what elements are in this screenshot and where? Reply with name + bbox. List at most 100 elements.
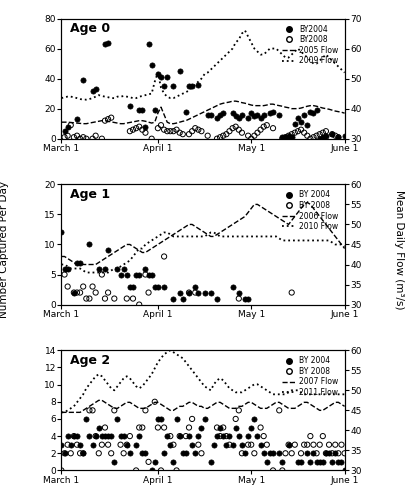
- Point: [232, 122, 239, 130]
- Point: [155, 282, 161, 290]
- Point: [102, 264, 108, 272]
- Point: [61, 127, 68, 135]
- Point: [270, 450, 276, 458]
- Point: [232, 415, 239, 423]
- Point: [254, 110, 261, 118]
- Point: [80, 450, 86, 458]
- Point: [142, 450, 149, 458]
- Point: [282, 133, 289, 141]
- Point: [195, 288, 202, 296]
- Point: [80, 133, 86, 141]
- Point: [279, 466, 286, 474]
- Point: [161, 282, 167, 290]
- Point: [260, 432, 267, 440]
- Point: [257, 126, 264, 134]
- Point: [214, 114, 220, 122]
- Point: [64, 282, 71, 290]
- Point: [80, 282, 86, 290]
- Point: [310, 133, 317, 141]
- Point: [68, 121, 74, 129]
- Point: [301, 440, 307, 448]
- Point: [326, 450, 332, 458]
- Text: Age 1: Age 1: [70, 188, 110, 201]
- Point: [186, 82, 192, 90]
- Point: [61, 450, 68, 458]
- Point: [133, 466, 139, 474]
- Point: [74, 132, 80, 140]
- Point: [161, 82, 167, 90]
- Point: [236, 432, 242, 440]
- Point: [264, 121, 270, 129]
- Point: [148, 466, 155, 474]
- Point: [177, 288, 183, 296]
- Point: [217, 424, 224, 432]
- Point: [89, 134, 96, 142]
- Point: [242, 450, 248, 458]
- Text: Age 2: Age 2: [70, 354, 110, 367]
- Point: [161, 126, 167, 134]
- Point: [89, 86, 96, 94]
- Point: [192, 288, 198, 296]
- Point: [124, 440, 130, 448]
- Point: [198, 450, 205, 458]
- Point: [158, 415, 164, 423]
- Point: [74, 115, 80, 123]
- Point: [304, 440, 311, 448]
- Point: [139, 126, 145, 134]
- Point: [89, 282, 96, 290]
- Point: [239, 440, 245, 448]
- Point: [232, 424, 239, 432]
- Point: [145, 270, 152, 278]
- Point: [195, 440, 202, 448]
- Point: [266, 109, 273, 117]
- Point: [326, 440, 332, 448]
- Point: [74, 258, 80, 266]
- Point: [254, 432, 261, 440]
- Point: [70, 288, 77, 296]
- Point: [177, 432, 183, 440]
- Point: [183, 108, 189, 116]
- Point: [64, 432, 71, 440]
- Point: [155, 70, 161, 78]
- Point: [341, 132, 348, 140]
- Point: [139, 424, 145, 432]
- Text: Age 0: Age 0: [70, 22, 110, 35]
- Point: [170, 458, 177, 466]
- Point: [127, 282, 133, 290]
- Point: [229, 440, 236, 448]
- Point: [220, 109, 226, 117]
- Point: [155, 424, 161, 432]
- Point: [173, 126, 180, 134]
- Point: [186, 288, 192, 296]
- Point: [102, 424, 108, 432]
- Point: [298, 118, 304, 126]
- Point: [245, 294, 252, 302]
- Point: [245, 132, 252, 140]
- Point: [92, 132, 99, 140]
- Point: [245, 440, 252, 448]
- Point: [173, 466, 180, 474]
- Point: [189, 415, 195, 423]
- Point: [74, 440, 80, 448]
- Point: [167, 440, 174, 448]
- Point: [105, 246, 111, 254]
- Point: [68, 450, 74, 458]
- Point: [58, 228, 65, 236]
- Point: [229, 282, 236, 290]
- Legend: BY 2004, BY 2008, 2006 Flow, 2010 Flow: BY 2004, BY 2008, 2006 Flow, 2010 Flow: [280, 188, 341, 234]
- Point: [264, 440, 270, 448]
- Point: [335, 450, 341, 458]
- Point: [301, 128, 307, 136]
- Point: [148, 270, 155, 278]
- Point: [236, 114, 242, 122]
- Point: [92, 432, 99, 440]
- Point: [173, 415, 180, 423]
- Point: [117, 432, 124, 440]
- Point: [310, 440, 317, 448]
- Point: [298, 126, 304, 134]
- Point: [111, 294, 117, 302]
- Point: [198, 127, 205, 135]
- Point: [139, 106, 145, 114]
- Point: [313, 458, 320, 466]
- Point: [301, 110, 307, 118]
